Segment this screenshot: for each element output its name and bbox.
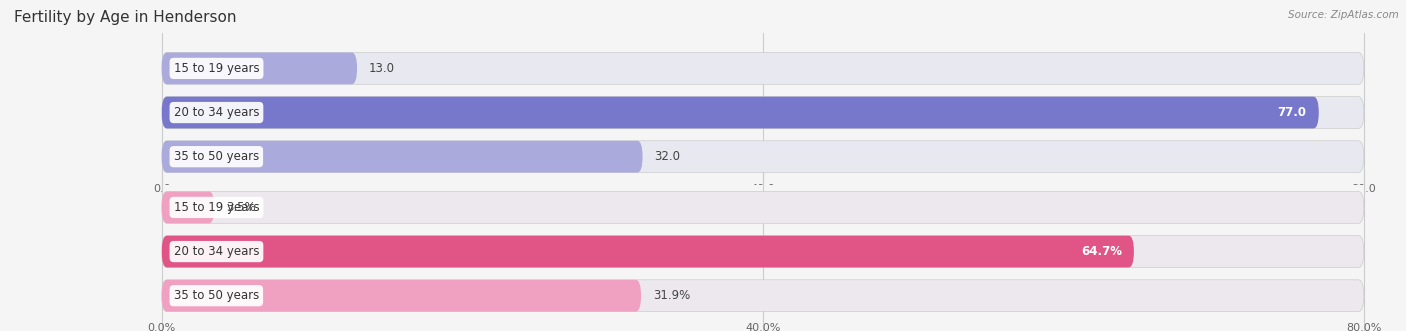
Text: 20 to 34 years: 20 to 34 years: [174, 106, 259, 119]
FancyBboxPatch shape: [162, 53, 1364, 84]
FancyBboxPatch shape: [162, 236, 1133, 267]
FancyBboxPatch shape: [162, 97, 1319, 128]
Text: 20 to 34 years: 20 to 34 years: [174, 245, 259, 258]
FancyBboxPatch shape: [162, 53, 357, 84]
FancyBboxPatch shape: [162, 141, 643, 172]
Text: 32.0: 32.0: [655, 150, 681, 163]
Text: 15 to 19 years: 15 to 19 years: [174, 62, 259, 75]
Text: 64.7%: 64.7%: [1081, 245, 1122, 258]
FancyBboxPatch shape: [162, 236, 1364, 267]
Text: 3.5%: 3.5%: [226, 201, 256, 214]
FancyBboxPatch shape: [162, 280, 641, 311]
FancyBboxPatch shape: [162, 97, 1364, 128]
Text: 13.0: 13.0: [368, 62, 395, 75]
Text: Fertility by Age in Henderson: Fertility by Age in Henderson: [14, 10, 236, 25]
Text: Source: ZipAtlas.com: Source: ZipAtlas.com: [1288, 10, 1399, 20]
Text: 35 to 50 years: 35 to 50 years: [174, 150, 259, 163]
Text: 35 to 50 years: 35 to 50 years: [174, 289, 259, 302]
Text: 31.9%: 31.9%: [652, 289, 690, 302]
FancyBboxPatch shape: [162, 280, 1364, 311]
Text: 15 to 19 years: 15 to 19 years: [174, 201, 259, 214]
FancyBboxPatch shape: [162, 141, 1364, 172]
FancyBboxPatch shape: [162, 192, 214, 223]
Text: 77.0: 77.0: [1278, 106, 1306, 119]
FancyBboxPatch shape: [162, 192, 1364, 223]
